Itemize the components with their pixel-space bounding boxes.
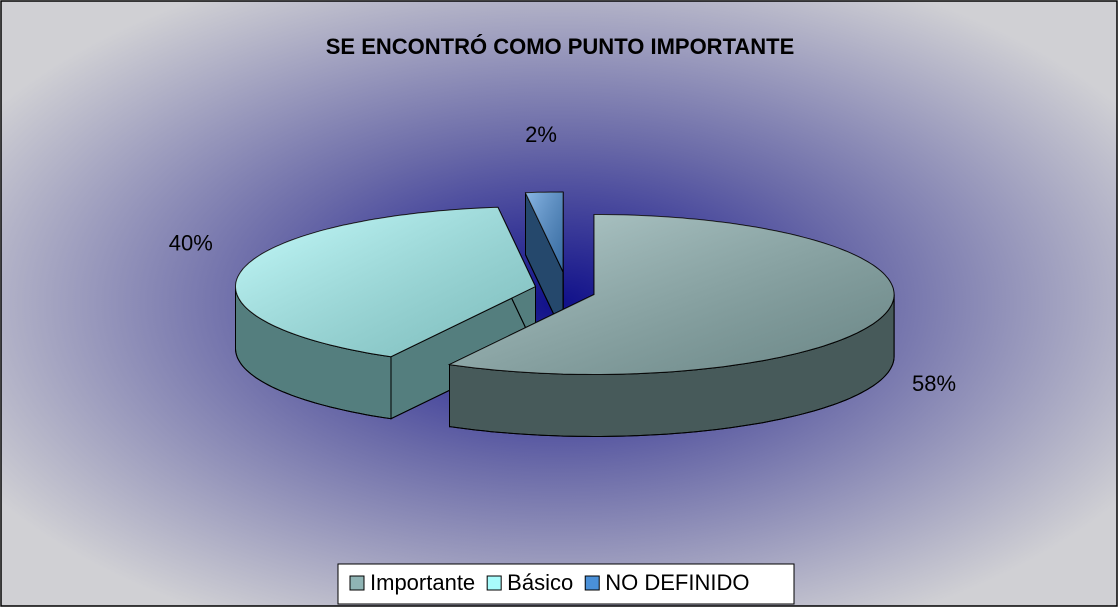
- legend-swatch: [349, 575, 365, 591]
- legend-items: Importante Básico NO DEFINIDO: [349, 570, 749, 595]
- legend-label: Básico: [507, 570, 573, 595]
- legend-label: NO DEFINIDO: [605, 570, 749, 595]
- data-label: 58%: [912, 371, 956, 396]
- data-label: 40%: [169, 231, 213, 256]
- data-label: 2%: [525, 122, 557, 147]
- legend: [337, 563, 795, 605]
- slice-sheen: [235, 207, 536, 357]
- chart-title: SE ENCONTRÓ COMO PUNTO IMPORTANTE: [326, 34, 795, 59]
- slice-sheen: [449, 214, 895, 375]
- legend-swatch: [584, 575, 600, 591]
- pie: 2% 40% 58%: [169, 122, 956, 437]
- legend-label: Importante: [370, 570, 475, 595]
- slice-sheen: [525, 192, 564, 272]
- legend-swatch: [486, 575, 502, 591]
